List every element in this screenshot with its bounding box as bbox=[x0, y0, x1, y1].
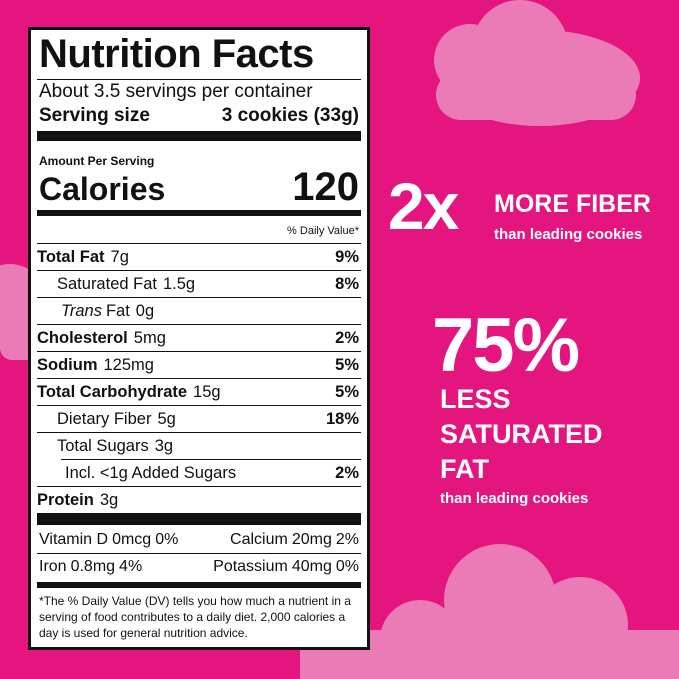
medium-bar bbox=[37, 582, 361, 588]
nutrient-dv: 8% bbox=[335, 274, 359, 293]
nutrient-name: Total Sugars bbox=[57, 436, 149, 455]
nutrient-name: Cholesterol bbox=[37, 328, 128, 347]
nutrient-row: Sodium 125mg 5% bbox=[37, 351, 361, 378]
nutrient-row: Total Fat 7g 9% bbox=[37, 243, 361, 270]
nutrient-name: Total Carbohydrate bbox=[37, 382, 188, 401]
nutrition-label: Nutrition Facts About 3.5 servings per c… bbox=[28, 27, 370, 650]
nutrient-amount: 125mg bbox=[103, 355, 154, 374]
fat-sub: than leading cookies bbox=[440, 490, 589, 507]
vitamin-dv: 0% bbox=[335, 558, 359, 575]
serving-size: Serving size 3 cookies (33g) bbox=[39, 105, 359, 127]
fat-text: LESS SATURATED FAT bbox=[440, 384, 603, 484]
vitamin-name: Vitamin D bbox=[39, 531, 109, 548]
nutrient-amount: 1.5g bbox=[162, 274, 196, 293]
nutrient-amount: 5mg bbox=[133, 328, 166, 347]
vitamin-amount: 0mcg bbox=[112, 531, 152, 548]
vitamin: Vitamin D 0mcg 0% bbox=[39, 531, 182, 549]
medium-bar bbox=[37, 210, 361, 216]
vitamin-name: Potassium bbox=[213, 558, 288, 575]
vitamin: Calcium 20mg 2% bbox=[230, 531, 359, 549]
title: Nutrition Facts bbox=[39, 32, 314, 76]
nutrient-amount: 3g bbox=[154, 436, 174, 455]
nutrient-name: Protein bbox=[37, 490, 94, 509]
vitamin-dv: 4% bbox=[119, 558, 143, 575]
calories-value: 120 bbox=[292, 165, 359, 209]
servings: About 3.5 servings per container bbox=[39, 81, 313, 102]
nutrient-dv: 18% bbox=[325, 409, 359, 428]
vitamin: Potassium 40mg 0% bbox=[213, 558, 359, 576]
nutrient-amount: 7g bbox=[110, 247, 129, 266]
nutrient-row: Trans Fat 0g bbox=[37, 297, 361, 324]
calories-label: Calories bbox=[39, 171, 166, 207]
vitamin-dv: 2% bbox=[335, 531, 359, 548]
serving-size-label: Serving size bbox=[39, 105, 150, 126]
nutrient-name: Sodium bbox=[37, 355, 98, 374]
nutrient-name: Fat bbox=[105, 301, 130, 320]
vitamin: Iron 0.8mg 4% bbox=[39, 558, 146, 576]
nutrient-name-italic: Trans bbox=[61, 301, 102, 320]
nutrient-dv: 2% bbox=[335, 463, 359, 482]
vitamin-dv: 0% bbox=[155, 531, 179, 548]
nutrient-dv: 5% bbox=[335, 382, 359, 401]
nutrient-name: Total Fat bbox=[37, 247, 105, 266]
fiber-text: MORE FIBER bbox=[494, 190, 651, 218]
serving-size-value: 3 cookies (33g) bbox=[221, 105, 359, 126]
cloud-bottom bbox=[300, 544, 679, 679]
vitamin-amount: 40mg bbox=[291, 558, 332, 575]
nutrient-name: Dietary Fiber bbox=[57, 409, 152, 428]
divider bbox=[37, 79, 361, 80]
nutrient-row: Total Sugars 3g bbox=[37, 432, 361, 459]
nutrient-amount: 3g bbox=[99, 490, 119, 509]
vitamin-row: Iron 0.8mg 4% Potassium 40mg 0% bbox=[39, 554, 359, 580]
nutrient-amount: 0g bbox=[135, 301, 155, 320]
fiber-big: 2x bbox=[388, 169, 459, 243]
nutrient-dv: 9% bbox=[335, 247, 359, 266]
fat-big: 75% bbox=[432, 303, 580, 388]
calories: Calories 120 bbox=[39, 165, 359, 210]
divider bbox=[37, 553, 361, 554]
nutrient-row: Incl. <1g Added Sugars 2% bbox=[61, 459, 361, 486]
vitamin-name: Iron bbox=[39, 558, 67, 575]
nutrient-dv: 5% bbox=[335, 355, 359, 374]
footnote: *The % Daily Value (DV) tells you how mu… bbox=[39, 594, 351, 640]
nutrient-name: Incl. <1g Added Sugars bbox=[65, 463, 237, 482]
vitamin-amount: 20mg bbox=[291, 531, 332, 548]
amount-per-serving: Amount Per Serving bbox=[39, 154, 155, 168]
nutrient-row: Dietary Fiber 5g 18% bbox=[37, 405, 361, 432]
vitamin-amount: 0.8mg bbox=[70, 558, 116, 575]
nutrient-name: Saturated Fat bbox=[57, 274, 157, 293]
cloud-top bbox=[434, 0, 640, 126]
vitamin-row: Vitamin D 0mcg 0% Calcium 20mg 2% bbox=[39, 527, 359, 553]
nutrient-amount: 15g bbox=[193, 382, 221, 401]
nutrient-row: Saturated Fat 1.5g 8% bbox=[37, 270, 361, 297]
thick-bar bbox=[37, 131, 361, 141]
thick-bar bbox=[37, 513, 361, 525]
nutrient-dv: 2% bbox=[335, 328, 359, 347]
nutrient-row: Cholesterol 5mg 2% bbox=[37, 324, 361, 351]
nutrient-amount: 5g bbox=[157, 409, 176, 428]
nutrient-row: Total Carbohydrate 15g 5% bbox=[37, 378, 361, 405]
fiber-sub: than leading cookies bbox=[494, 226, 643, 243]
nutrient-row: Protein 3g bbox=[37, 486, 361, 513]
dv-header: % Daily Value* bbox=[287, 225, 359, 237]
vitamin-name: Calcium bbox=[230, 531, 288, 548]
